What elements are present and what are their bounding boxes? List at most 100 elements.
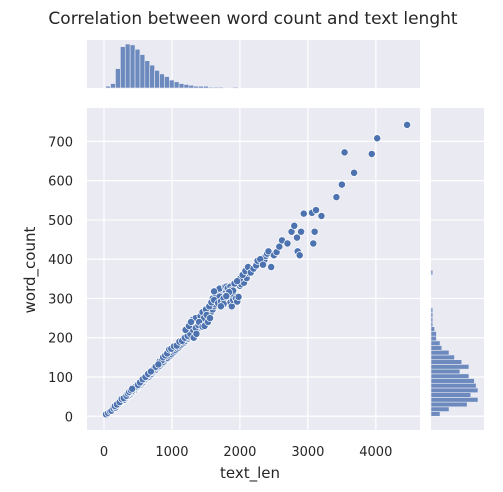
x-hist-bar xyxy=(144,60,151,89)
x-hist-bar xyxy=(164,76,170,89)
scatter-point xyxy=(317,212,326,220)
y-hist-bar xyxy=(430,354,455,361)
y-tick-label: 200 xyxy=(48,332,73,347)
scatter-point xyxy=(367,149,376,158)
y-hist-bar xyxy=(430,387,479,393)
chart-title: Correlation between word count and text … xyxy=(48,9,457,29)
x-hist-bar xyxy=(232,86,239,89)
y-hist-bar xyxy=(430,392,472,398)
x-hist-bar xyxy=(188,85,195,89)
scatter-point xyxy=(310,227,319,236)
x-hist-bar xyxy=(149,64,155,89)
scatter-point xyxy=(295,251,304,260)
x-hist-bar xyxy=(178,83,185,89)
x-hist-bar xyxy=(154,70,160,89)
scatter-point xyxy=(259,260,267,269)
scatter-point xyxy=(206,314,214,323)
x-hist-bar xyxy=(120,46,126,89)
x-tick-label: 4000 xyxy=(359,445,392,460)
x-hist-bar xyxy=(203,85,209,89)
x-hist-bar xyxy=(213,86,219,89)
y-hist-bar xyxy=(430,406,450,412)
y-hist-bar xyxy=(430,331,437,337)
scatter-point xyxy=(299,209,308,218)
x-tick-label: 3000 xyxy=(291,445,324,460)
x-hist-bar xyxy=(208,86,214,89)
scatter-point xyxy=(128,384,137,393)
scatter-point xyxy=(234,292,243,301)
x-hist-bar xyxy=(173,81,180,89)
scatter-point xyxy=(350,168,359,177)
y-tick-label: 500 xyxy=(48,214,73,229)
scatter-point xyxy=(192,329,201,338)
x-hist-bar xyxy=(217,86,224,89)
y-tick-label: 600 xyxy=(48,175,73,190)
y-tick-label: 0 xyxy=(65,410,73,425)
y-hist-bar xyxy=(430,378,475,384)
y-hist-bar xyxy=(430,364,470,370)
scatter-point xyxy=(267,263,276,271)
y-hist-bar xyxy=(430,269,434,276)
x-hist-bar xyxy=(168,79,175,89)
y-hist-bar xyxy=(430,411,441,417)
x-hist-bar xyxy=(110,83,116,89)
scatter-point xyxy=(312,206,320,215)
scatter-point xyxy=(222,292,231,301)
scatter-point xyxy=(187,318,195,326)
scatter-point xyxy=(373,134,382,143)
x-hist-bar xyxy=(183,84,190,89)
scatter-point xyxy=(233,277,242,286)
plot-grid xyxy=(87,108,420,430)
y-hist-bar xyxy=(430,359,463,365)
scatter-point xyxy=(340,148,349,157)
y-hist-bar xyxy=(430,397,479,403)
x-hist-bar xyxy=(159,73,165,89)
x-hist-bar xyxy=(193,85,199,89)
marginal-y-grid xyxy=(431,140,484,417)
x-hist-bar xyxy=(105,85,111,89)
x-hist-bar xyxy=(124,43,131,89)
y-axis-label: word_count xyxy=(21,227,40,314)
y-hist-bar xyxy=(430,312,434,318)
x-tick-label: 1000 xyxy=(155,445,188,460)
scatter-point xyxy=(154,360,163,369)
x-tick-label: 2000 xyxy=(223,445,256,460)
y-hist-bar xyxy=(430,368,461,375)
y-hist-bar xyxy=(430,316,434,323)
scatter-point xyxy=(337,180,346,189)
y-hist-bar xyxy=(430,345,443,351)
y-hist-bar xyxy=(430,340,441,346)
scatter-point xyxy=(403,120,412,129)
scatter-point xyxy=(264,247,273,256)
x-tick-label: 0 xyxy=(100,445,108,460)
x-hist-bar xyxy=(134,48,141,89)
x-hist-bar xyxy=(129,44,136,89)
y-tick-label: 700 xyxy=(48,135,73,150)
scatter-points xyxy=(102,120,412,419)
y-tick-label: 300 xyxy=(48,292,73,307)
marginal-x-histogram xyxy=(87,40,420,89)
y-hist-bar xyxy=(430,335,437,342)
x-hist-bar xyxy=(139,54,146,89)
marginal-y-bars xyxy=(430,269,479,417)
scatter-point xyxy=(297,227,306,236)
scatter-point xyxy=(290,221,299,230)
y-hist-bar xyxy=(430,349,450,356)
scatter-point xyxy=(293,233,301,242)
y-tick-label: 400 xyxy=(48,253,73,268)
marginal-x-bars xyxy=(105,43,239,89)
x-hist-bar xyxy=(198,85,204,89)
x-axis-label: text_len xyxy=(220,464,280,483)
y-hist-bar xyxy=(430,373,470,379)
y-hist-bar xyxy=(430,326,435,332)
scatter-point xyxy=(283,239,292,248)
y-tick-label: 100 xyxy=(48,371,73,386)
scatter-point xyxy=(216,302,225,311)
scatter-point xyxy=(309,239,318,248)
y-hist-bar xyxy=(430,307,434,313)
y-hist-bar xyxy=(430,401,468,408)
marginal-y-histogram xyxy=(430,108,484,430)
y-hist-bar xyxy=(430,321,434,328)
scatter-point xyxy=(332,193,341,202)
